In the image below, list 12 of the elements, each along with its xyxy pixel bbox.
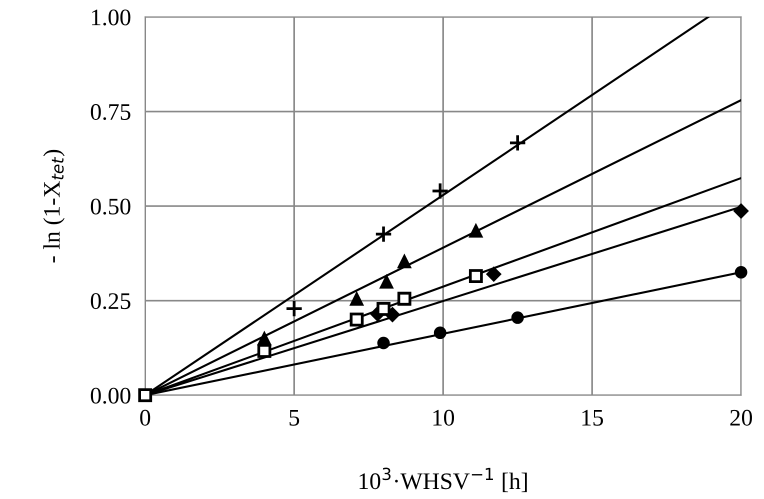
y-tick-label: 0.50 xyxy=(90,198,130,215)
y-tick-label: 0.25 xyxy=(90,293,130,310)
y-axis-title: - ln (1-X$_{tet}$) xyxy=(43,150,65,262)
y-tick-label: 0.00 xyxy=(90,388,130,404)
x-tick-label: 10 xyxy=(433,410,454,426)
y-tick-label: 0.75 xyxy=(90,104,130,120)
y-tick-label: 1.00 xyxy=(92,9,130,26)
x-tick-label: 0 xyxy=(140,410,150,426)
x-tick-label: 20 xyxy=(730,410,752,426)
x-tick-label: 5 xyxy=(290,410,300,426)
x-tick-label: 15 xyxy=(582,410,603,426)
x-axis-title: 10$^{3}$·WHSV$^{−1}$ [h] xyxy=(360,468,527,492)
